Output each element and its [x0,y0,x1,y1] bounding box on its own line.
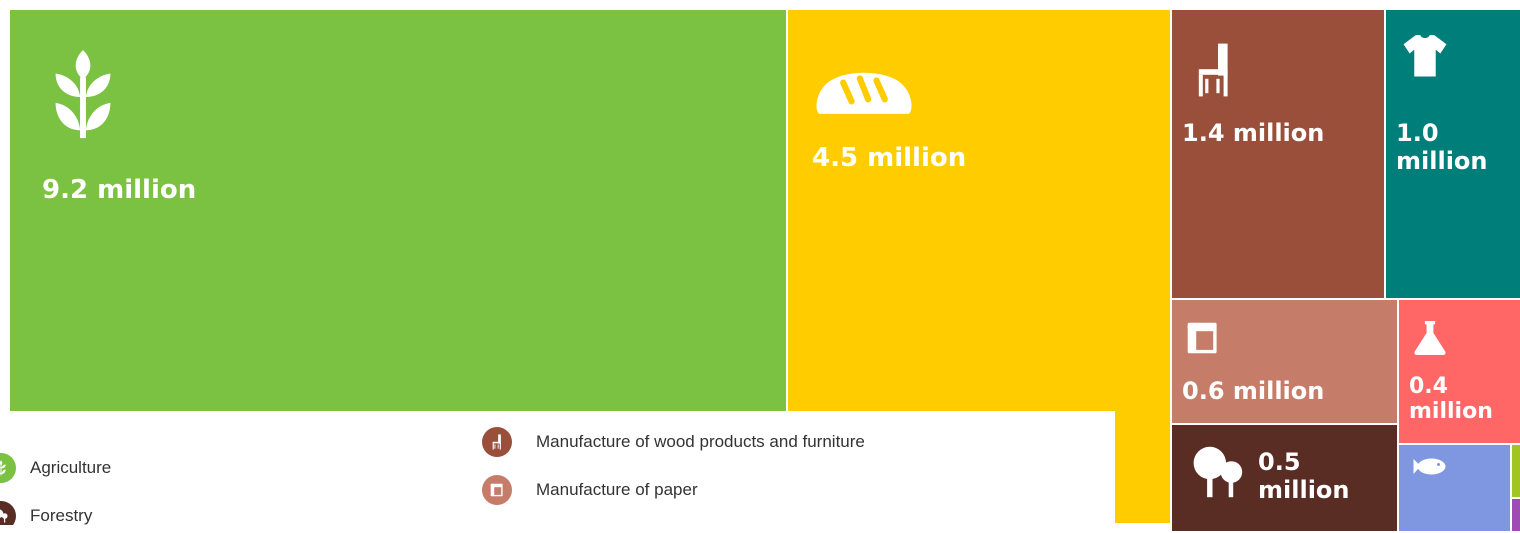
tile-value-label: 0.4 million [1409,374,1493,425]
tile-value-label: 4.5 million [812,143,967,173]
tile-value-label: 1.4 million [1182,119,1325,147]
tile-value-label: 0.6 million [1182,377,1325,405]
chart-legend: Agriculture Forestry Manufacture of wood… [0,411,1115,525]
trees-icon [1190,445,1244,499]
treemap-tile-textiles[interactable]: 1.0 million [1384,8,1520,300]
paper-roll-icon [482,475,512,505]
chair-icon [1194,32,1234,108]
legend-label: Forestry [30,506,93,525]
legend-item-wood-furniture[interactable]: Manufacture of wood products and furnitu… [482,427,865,457]
legend-label: Manufacture of paper [536,480,698,499]
tile-value-label: 1.0 million [1396,119,1488,175]
fish-icon [1411,457,1447,477]
paper-roll-icon [1186,320,1220,356]
wheat-icon [50,48,116,142]
wheat-icon [0,453,16,483]
treemap-tile-wood-furniture[interactable]: 1.4 million [1170,8,1386,300]
treemap-tile-small-purple[interactable] [1510,497,1520,533]
tshirt-icon [1402,32,1448,78]
flask-icon [1413,318,1447,358]
trees-icon [0,501,16,525]
treemap-tile-chemicals[interactable]: 0.4 million [1397,298,1520,445]
legend-label: Agriculture [30,458,112,477]
bread-icon [812,66,916,118]
treemap-tile-paper[interactable]: 0.6 million [1170,298,1399,425]
legend-item-agriculture[interactable]: Agriculture [0,453,111,483]
treemap-tile-forestry[interactable]: 0.5 million [1170,423,1399,533]
tile-value-label: 9.2 million [42,175,197,205]
treemap-tile-fishing[interactable] [1397,443,1512,533]
chair-icon [482,427,512,457]
legend-item-forestry[interactable]: Forestry [0,501,92,525]
legend-label: Manufacture of wood products and furnitu… [536,432,865,451]
legend-item-paper[interactable]: Manufacture of paper [482,475,698,505]
treemap-tile-small-green[interactable] [1510,443,1520,499]
tile-value-label: 0.5 million [1258,448,1350,504]
